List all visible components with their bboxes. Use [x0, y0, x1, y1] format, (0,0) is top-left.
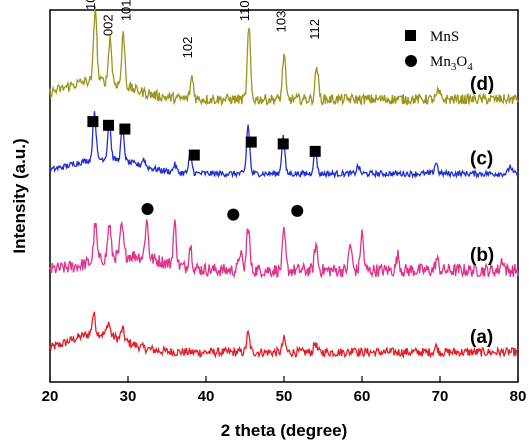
series-tag-4: (d)	[470, 74, 494, 95]
x-tick-label: 70	[432, 388, 449, 405]
x-axis-ticks: 20 30 40 50 60 70 80	[42, 376, 527, 405]
peak-label: 102	[180, 37, 195, 59]
peak-label: 112	[307, 19, 322, 40]
legend-mns-marker	[405, 30, 416, 41]
phase-marker-layer	[87, 116, 321, 221]
peak-label: 103	[274, 11, 289, 33]
legend-mns-label: MnS	[430, 29, 459, 45]
x-tick-label: 40	[198, 388, 215, 405]
peak-label: 101	[118, 0, 133, 21]
series-line-4	[49, 6, 519, 107]
legend-mn3o4-marker	[405, 55, 417, 67]
mns-marker	[277, 138, 289, 150]
x-tick-label: 20	[42, 388, 59, 405]
series-line-2	[49, 219, 519, 279]
series-tag-3: (c)	[470, 148, 493, 169]
mns-marker	[103, 119, 114, 131]
mns-marker	[309, 145, 321, 157]
peak-label: 100	[83, 0, 98, 10]
legend-mn3o4-label: Mn3O4	[430, 54, 473, 73]
x-tick-label: 60	[354, 388, 371, 405]
series-line-1	[49, 311, 519, 359]
peak-label: 002	[100, 14, 115, 36]
mns-marker	[87, 116, 99, 128]
y-axis-title: Intensity (a.u.)	[10, 138, 29, 253]
mn3o4-marker	[227, 208, 240, 221]
x-axis-title: 2 theta (degree)	[221, 421, 348, 440]
peak-label: 110	[237, 0, 252, 21]
legend: MnS Mn3O4	[405, 29, 473, 73]
mns-marker	[188, 149, 200, 161]
series-tag-layer: (a) (b) (c) (d)	[470, 74, 494, 348]
x-tick-label: 50	[276, 388, 293, 405]
mns-marker	[245, 136, 257, 148]
series-layer	[49, 6, 519, 359]
mn3o4-marker	[141, 203, 154, 216]
peak-label-layer: 100002101 102 110 103 112	[83, 0, 322, 58]
series-tag-1: (a)	[470, 327, 493, 348]
mns-marker	[119, 123, 131, 135]
series-tag-2: (b)	[470, 245, 494, 266]
x-tick-label: 30	[120, 388, 137, 405]
x-tick-label: 80	[510, 388, 527, 405]
mn3o4-marker	[291, 204, 304, 217]
